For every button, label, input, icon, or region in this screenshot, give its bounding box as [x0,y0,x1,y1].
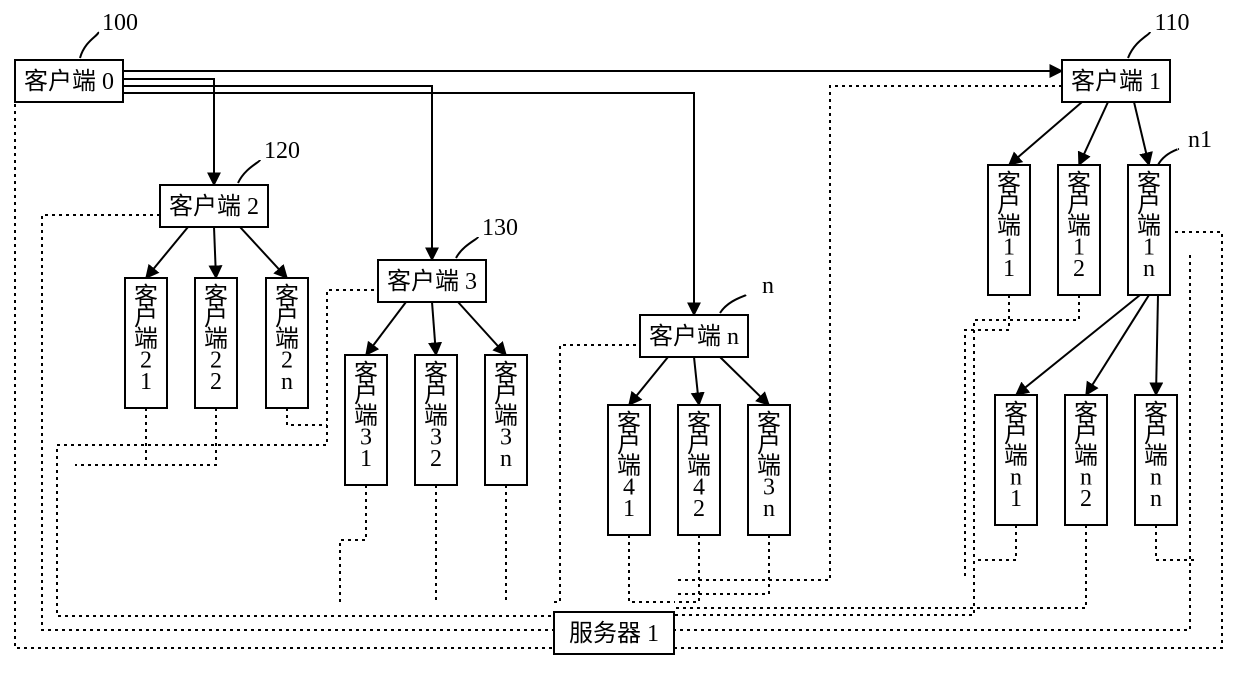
ref-leader [456,237,478,258]
arrow-c2-c21 [146,227,188,278]
node-c2-label: 客户端 2 [169,193,259,220]
svg-text:n: n [763,496,775,522]
svg-text:2: 2 [693,496,705,522]
node-server-label: 服务器 1 [569,620,659,647]
svg-text:2: 2 [1073,256,1085,282]
dotted-connector [674,535,699,602]
dotted-connector [978,525,1016,560]
node-c1-label: 客户端 1 [1071,68,1161,95]
node-c3-label: 客户端 3 [387,268,477,295]
arrow-c3-c31 [366,302,406,355]
svg-text:n: n [281,369,293,395]
arrow-c3-c3n [458,302,506,355]
node-c0: 客户端 0 [15,60,123,102]
svg-text:1: 1 [360,446,372,472]
svg-text:1: 1 [1010,486,1022,512]
dotted-connector [340,485,366,602]
ref-leader [1128,32,1150,58]
ref-leader [80,32,98,58]
arrow-c1-c12 [1079,102,1108,165]
node-c3: 客户端 3 [378,260,486,302]
svg-text:2: 2 [1080,486,1092,512]
svg-text:1: 1 [1003,256,1015,282]
svg-text:2: 2 [210,369,222,395]
diagram-canvas: 客户端 0客户端 1客户端 2客户端 3客户端 n客户端21客户端21客户端22… [0,0,1240,676]
arrow-c2-c22 [214,227,216,278]
arrow-c0-c3 [123,86,432,260]
dotted-connector [287,408,327,425]
node-c11: 客户端11客户端11 [0,0,1030,295]
dotted-connector [674,525,1086,608]
arrow-c1n-cnn [1156,295,1158,395]
node-server: 服务器 1 [554,612,674,654]
ref-label-110: 110 [1154,10,1189,36]
ref-label-100: 100 [102,10,138,36]
node-cn-label: 客户端 n [649,323,739,350]
arrow-c1-c1n [1134,102,1149,165]
svg-text:1: 1 [623,496,635,522]
svg-text:1: 1 [140,369,152,395]
node-cn: 客户端 n [640,315,748,357]
ref-label-n1: n1 [1188,127,1212,153]
dotted-connector [674,535,769,594]
ref-label-120: 120 [264,138,300,164]
dotted-connector [629,535,674,602]
arrow-c0-c2 [123,79,214,185]
arrow-cn-c42 [694,357,699,405]
arrow-c2-c2n [240,227,287,278]
node-c12: 客户端12客户端12 [0,0,1100,295]
node-c2: 客户端 2 [160,185,268,227]
node-c0-label: 客户端 0 [24,68,114,95]
arrow-c1-c11 [1009,102,1082,165]
ref-leader [720,295,746,313]
arrow-cn-c41 [629,357,668,405]
ref-leader [238,160,260,183]
node-c1: 客户端 1 [1062,60,1170,102]
svg-text:n: n [1150,486,1162,512]
arrow-cn-c4n [720,357,769,405]
ref-label-130: 130 [482,215,518,241]
ref-label-n: n [762,273,774,299]
svg-text:n: n [500,446,512,472]
ref-leader [1158,149,1178,165]
svg-text:2: 2 [430,446,442,472]
svg-text:n: n [1143,256,1155,282]
arrow-c1n-cn2 [1086,295,1149,395]
arrow-c3-c32 [432,302,436,355]
dotted-connector [75,408,146,465]
